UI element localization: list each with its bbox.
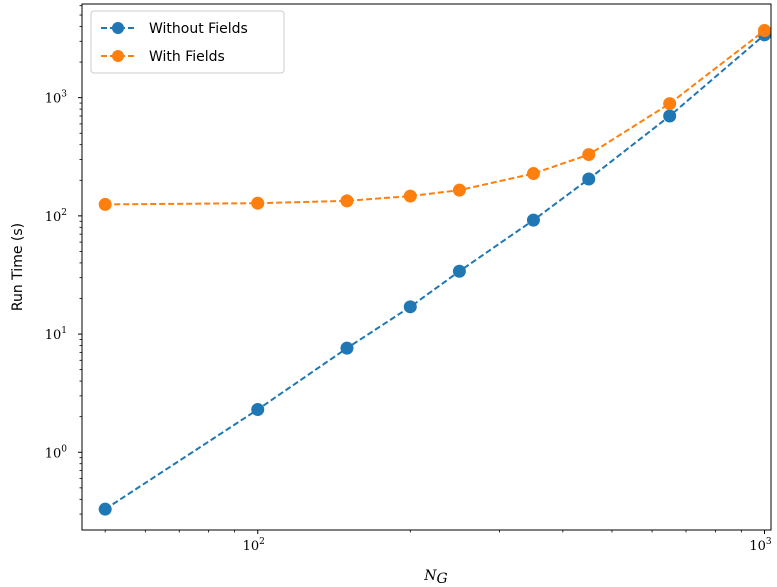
x-axis-label: NG <box>423 568 447 587</box>
x-axis-label-main: N <box>423 568 437 584</box>
x-tick-label: 102 <box>243 537 265 554</box>
data-point-with-fields <box>757 23 771 37</box>
data-point-with-fields <box>98 197 112 211</box>
legend-marker-with-fields <box>112 50 124 62</box>
legend-marker-without-fields <box>112 22 124 34</box>
data-point-without-fields <box>526 213 540 227</box>
x-tick-label: 103 <box>749 537 772 554</box>
data-point-without-fields <box>582 172 596 186</box>
y-tick-label: 102 <box>45 208 67 225</box>
plot-area <box>82 4 771 530</box>
y-tick-label: 101 <box>45 326 67 343</box>
data-point-with-fields <box>582 148 596 162</box>
data-point-with-fields <box>452 183 466 197</box>
series-with-fields <box>98 23 771 211</box>
ticks-layer: 102 103 100 101 102 103 <box>45 5 772 554</box>
data-point-with-fields <box>251 196 265 210</box>
x-axis-label-subscript: G <box>437 571 448 587</box>
legend-box <box>90 10 285 74</box>
series-without-fields <box>98 28 771 516</box>
data-point-without-fields <box>403 300 417 314</box>
data-point-with-fields <box>663 97 677 111</box>
plot-frame <box>81 3 772 531</box>
legend-label-without-fields: Without Fields <box>149 21 248 37</box>
data-point-with-fields <box>526 167 540 181</box>
data-point-with-fields <box>403 189 417 203</box>
data-point-without-fields <box>340 341 354 355</box>
y-axis-label: Run Time (s) <box>10 223 26 311</box>
legend-label-with-fields: With Fields <box>149 49 225 65</box>
data-point-without-fields <box>452 264 466 278</box>
y-tick-label: 100 <box>45 444 68 461</box>
legend: Without Fields With Fields <box>90 10 285 74</box>
data-point-without-fields <box>98 502 112 516</box>
data-point-without-fields <box>663 109 677 123</box>
data-point-without-fields <box>251 403 265 417</box>
data-point-with-fields <box>340 194 354 208</box>
series-layer <box>98 23 771 516</box>
y-tick-label: 103 <box>45 90 68 107</box>
